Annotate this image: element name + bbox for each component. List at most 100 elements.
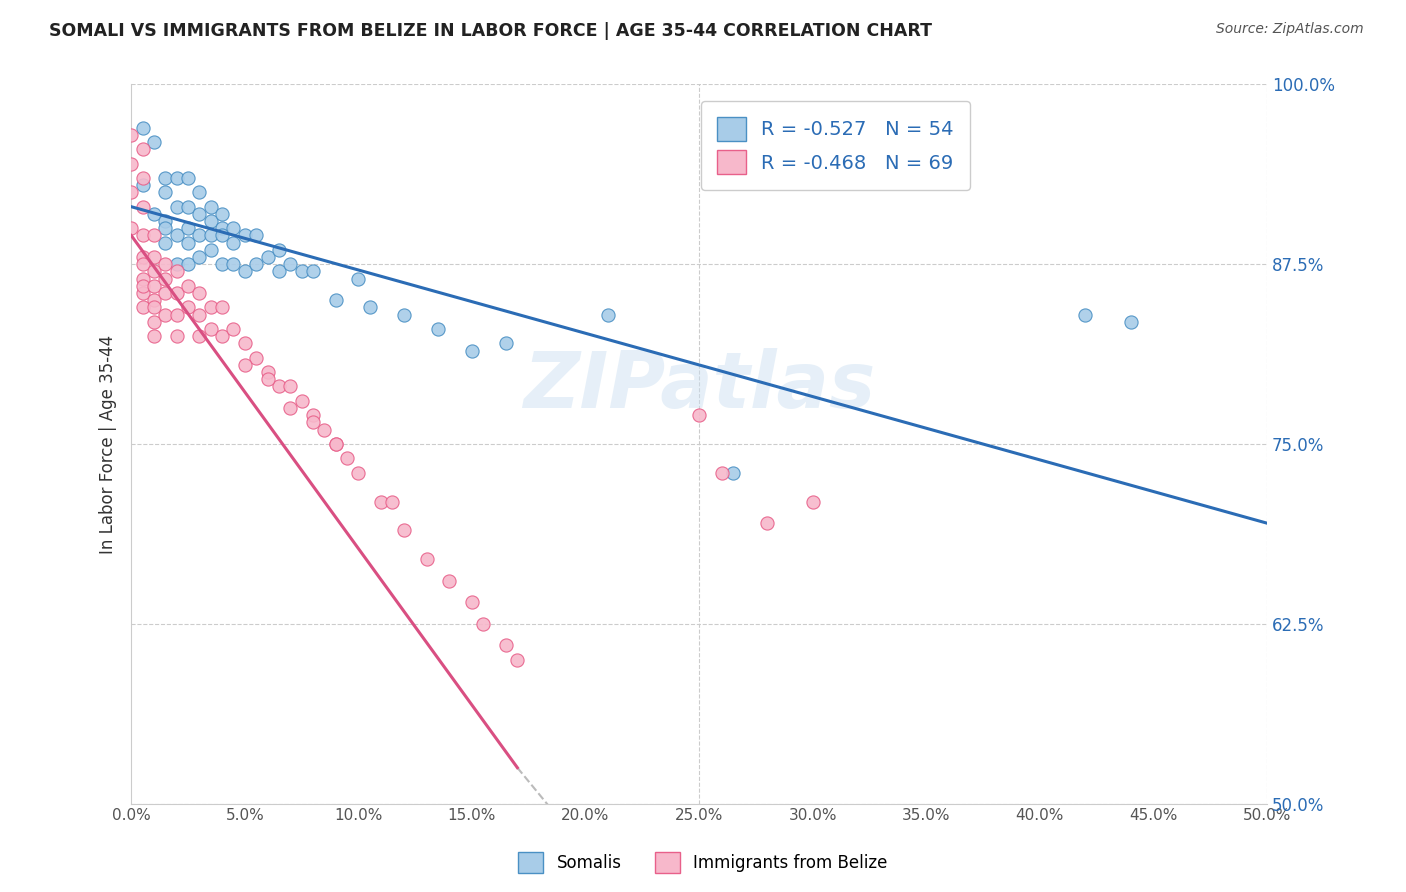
Point <box>131 142 153 156</box>
Point <box>211 257 233 271</box>
Point <box>177 301 200 315</box>
Point <box>325 437 347 451</box>
Point <box>155 271 177 285</box>
Point <box>143 329 166 343</box>
Point <box>131 278 153 293</box>
Point <box>688 409 710 423</box>
Point <box>302 416 325 430</box>
Point <box>120 128 142 142</box>
Point <box>143 264 166 278</box>
Point <box>278 257 301 271</box>
Point <box>188 186 211 200</box>
Point <box>291 264 314 278</box>
Point <box>155 170 177 185</box>
Point <box>155 308 177 322</box>
Point <box>267 243 290 257</box>
Point <box>291 393 314 408</box>
Point <box>347 466 370 480</box>
Point <box>200 200 222 214</box>
Point <box>370 494 392 508</box>
Point <box>222 322 245 336</box>
Point <box>200 228 222 243</box>
Point <box>278 401 301 415</box>
Legend: Somalis, Immigrants from Belize: Somalis, Immigrants from Belize <box>512 846 894 880</box>
Point <box>120 186 142 200</box>
Point <box>200 243 222 257</box>
Point <box>267 264 290 278</box>
Point <box>166 200 188 214</box>
Point <box>233 264 256 278</box>
Point <box>131 285 153 300</box>
Point <box>222 221 245 235</box>
Point <box>188 285 211 300</box>
Point <box>325 293 347 308</box>
Point <box>325 437 347 451</box>
Point <box>120 156 142 170</box>
Point <box>426 322 449 336</box>
Point <box>302 409 325 423</box>
Point <box>155 186 177 200</box>
Point <box>177 170 200 185</box>
Point <box>143 278 166 293</box>
Text: ZIPatlas: ZIPatlas <box>523 349 875 425</box>
Text: Source: ZipAtlas.com: Source: ZipAtlas.com <box>1216 22 1364 37</box>
Point <box>188 308 211 322</box>
Point <box>801 494 824 508</box>
Point <box>211 221 233 235</box>
Point <box>143 228 166 243</box>
Point <box>177 278 200 293</box>
Point <box>461 595 484 609</box>
Point <box>155 257 177 271</box>
Point <box>166 285 188 300</box>
Point <box>392 308 415 322</box>
Point <box>495 639 517 653</box>
Point <box>347 271 370 285</box>
Point <box>131 200 153 214</box>
Point <box>166 308 188 322</box>
Point <box>131 178 153 193</box>
Point <box>256 365 278 379</box>
Point <box>155 285 177 300</box>
Point <box>143 207 166 221</box>
Point <box>278 379 301 393</box>
Point <box>155 214 177 228</box>
Point <box>359 301 381 315</box>
Point <box>415 552 437 566</box>
Point <box>222 257 245 271</box>
Point <box>143 293 166 308</box>
Point <box>211 207 233 221</box>
Point <box>233 358 256 372</box>
Point <box>211 329 233 343</box>
Point <box>200 301 222 315</box>
Point <box>143 315 166 329</box>
Point <box>166 228 188 243</box>
Point <box>256 250 278 264</box>
Point <box>1119 315 1142 329</box>
Point <box>177 200 200 214</box>
Point <box>131 170 153 185</box>
Point <box>721 466 744 480</box>
Point <box>506 653 529 667</box>
Point <box>131 228 153 243</box>
Point <box>598 308 620 322</box>
Point <box>188 228 211 243</box>
Point <box>267 379 290 393</box>
Point <box>245 228 267 243</box>
Point <box>392 524 415 538</box>
Point <box>143 250 166 264</box>
Point <box>245 351 267 365</box>
Point <box>233 228 256 243</box>
Point <box>233 336 256 351</box>
Point <box>200 214 222 228</box>
Point <box>166 329 188 343</box>
Point <box>461 343 484 358</box>
Point <box>302 264 325 278</box>
Point <box>211 301 233 315</box>
Point <box>177 235 200 250</box>
Point <box>1074 308 1097 322</box>
Point <box>222 235 245 250</box>
Point <box>143 301 166 315</box>
Point <box>155 221 177 235</box>
Point <box>336 451 359 466</box>
Point <box>756 516 779 530</box>
